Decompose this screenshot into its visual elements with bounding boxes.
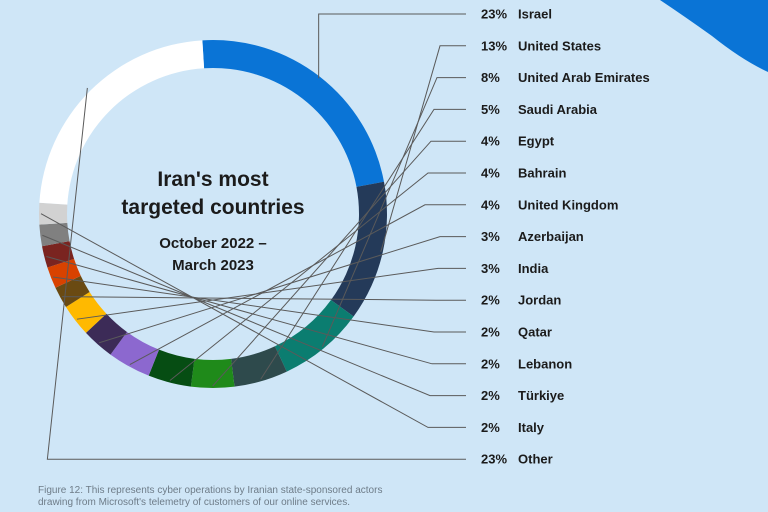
- slice-saudi-arabia: [231, 346, 287, 387]
- corner-accent: [660, 0, 768, 72]
- figure-caption-line-2: drawing from Microsoft's telemetry of cu…: [38, 497, 351, 508]
- category-label-saudi-arabia: Saudi Arabia: [518, 102, 598, 117]
- slice-india: [65, 292, 107, 333]
- leader-line-united-arab-emirates: [321, 77, 466, 347]
- category-label-azerbaijan: Azerbaijan: [518, 229, 584, 244]
- value-label-lebanon: 2%: [481, 356, 500, 371]
- slice-t-rkiye: [39, 222, 70, 247]
- donut-slices: [39, 40, 387, 388]
- leader-lines: [40, 13, 466, 460]
- value-label-saudi-arabia: 5%: [481, 102, 500, 117]
- value-label-united-kingdom: 4%: [481, 197, 500, 212]
- value-label-united-arab-emirates: 8%: [481, 70, 500, 85]
- value-label-israel: 23%: [481, 7, 507, 22]
- figure-caption: Figure 12: This represents cyber operati…: [38, 485, 498, 509]
- slice-jordan: [55, 275, 90, 307]
- slice-azerbaijan: [85, 313, 127, 355]
- value-label-azerbaijan: 3%: [481, 229, 500, 244]
- slice-united-states: [330, 181, 387, 317]
- leader-line-united-states: [380, 45, 466, 252]
- leader-line-italy: [40, 213, 466, 428]
- chart-title-line-2: targeted countries: [121, 196, 304, 219]
- category-label-jordan: Jordan: [518, 293, 561, 308]
- leader-line-t-rkiye: [42, 234, 466, 397]
- leader-line-azerbaijan: [98, 236, 466, 344]
- category-label-other: Other: [518, 452, 553, 467]
- leader-line-israel: [318, 13, 466, 79]
- category-label-egypt: Egypt: [518, 134, 555, 149]
- value-label-bahrain: 4%: [481, 166, 500, 181]
- slice-qatar: [47, 258, 81, 288]
- category-label-lebanon: Lebanon: [518, 356, 572, 371]
- slice-italy: [39, 202, 68, 225]
- legend-labels: 23% Israel 13% United States 8% United Arab E…: [481, 7, 650, 467]
- corner-accent-shape: [660, 0, 768, 72]
- category-label-israel: Israel: [518, 7, 552, 22]
- figure-caption-line-1: Figure 12: This represents cyber operati…: [38, 485, 383, 496]
- slice-egypt: [190, 358, 235, 388]
- leader-line-other: [46, 87, 466, 460]
- leader-line-qatar: [52, 276, 466, 333]
- leader-line-saudi-arabia: [260, 108, 466, 380]
- value-label-egypt: 4%: [481, 134, 500, 149]
- slice-other: [39, 40, 205, 205]
- value-label-united-states: 13%: [481, 38, 507, 53]
- category-label-t-rkiye: Türkiye: [518, 388, 564, 403]
- leader-line-india: [76, 267, 466, 320]
- value-label-jordan: 2%: [481, 293, 500, 308]
- category-label-united-kingdom: United Kingdom: [518, 197, 618, 212]
- leader-line-bahrain: [169, 172, 466, 381]
- leader-line-lebanon: [46, 256, 466, 365]
- category-label-qatar: Qatar: [518, 325, 552, 340]
- category-label-bahrain: Bahrain: [518, 166, 566, 181]
- leader-line-jordan: [62, 296, 466, 301]
- value-label-italy: 2%: [481, 420, 500, 435]
- slice-bahrain: [148, 349, 195, 387]
- category-label-italy: Italy: [518, 420, 545, 435]
- slice-israel: [202, 40, 384, 187]
- value-label-india: 3%: [481, 261, 500, 276]
- leader-line-egypt: [212, 140, 466, 387]
- category-label-united-arab-emirates: United Arab Emirates: [518, 70, 650, 85]
- chart-title-line-1: Iran's most: [157, 168, 268, 191]
- slice-united-kingdom: [110, 331, 160, 376]
- category-label-india: India: [518, 261, 549, 276]
- leader-line-united-kingdom: [129, 204, 466, 366]
- slice-lebanon: [42, 241, 75, 268]
- value-label-other: 23%: [481, 452, 507, 467]
- value-label-t-rkiye: 2%: [481, 388, 500, 403]
- value-label-qatar: 2%: [481, 325, 500, 340]
- chart-subtitle-line-2: March 2023: [172, 257, 254, 274]
- category-label-united-states: United States: [518, 38, 601, 53]
- chart-subtitle-line-1: October 2022 –: [159, 235, 267, 252]
